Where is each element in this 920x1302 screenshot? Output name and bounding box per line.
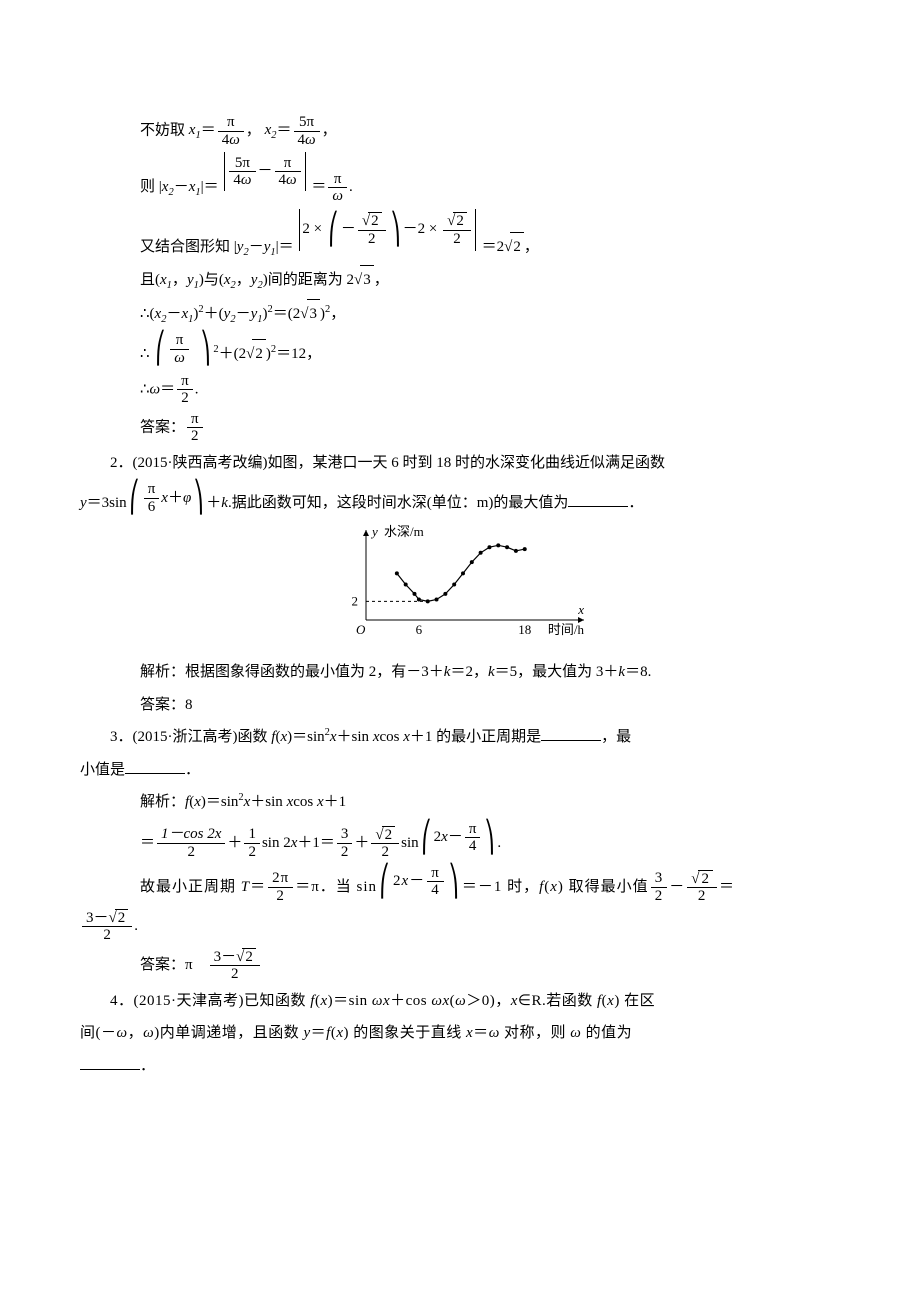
question-4-line2: 间(－ω，ω)内单调递增，且函数 y＝f(x) 的图象关于直线 x＝ω 对称，则… (80, 1019, 840, 1048)
svg-text:2: 2 (352, 593, 359, 608)
question-3: 3．(2015·浙江高考)函数 f(x)＝sin2x＋sin xcos x＋1 … (80, 723, 840, 752)
line-assume: 不妨取 x1＝π4ω， x2＝5π4ω， (80, 114, 840, 148)
blank (125, 758, 185, 774)
svg-text:O: O (356, 622, 366, 637)
line-distance: 且(x1，y1)与(x2，y2)间的距离为 23， (80, 265, 840, 295)
line-omega: ∴ω＝π2. (80, 373, 840, 407)
line-eq-12: ∴ πω 2＋(22)2＝12， (80, 332, 840, 369)
solution-3d: 3－22. (80, 909, 840, 944)
svg-text:y: y (370, 524, 378, 539)
line-diff-y: 又结合图形知 |y2－y1|＝ 2 × －22 －2 × 22 ＝22， (80, 209, 840, 262)
solution-3b: ＝1－cos 2x2＋12sin 2x＋1＝32＋22sin2x－π4. (80, 821, 840, 861)
line-sq-sum: ∴(x2－x1)2＋(y2－y1)2＝(23)2， (80, 299, 840, 329)
answer-3: 答案：π 3－22 (80, 948, 840, 983)
solution-2: 解析：根据图象得函数的最小值为 2，有－3＋k＝2，k＝5，最大值为 3＋k＝8… (80, 658, 840, 687)
answer-1: 答案：π2 (80, 411, 840, 445)
solution-3c: 故最小正周期 T＝2π2＝π．当 sin2x－π4＝－1 时，f(x) 取得最小… (80, 865, 840, 905)
svg-text:水深/m: 水深/m (384, 524, 424, 539)
blank (568, 491, 628, 507)
page: 不妨取 x1＝π4ω， x2＝5π4ω， 则 |x2－x1|＝ 5π4ω－π4ω… (0, 0, 920, 1164)
svg-text:时间/h: 时间/h (548, 622, 585, 637)
svg-text:18: 18 (518, 622, 531, 637)
question-4: 4．(2015·天津高考)已知函数 f(x)＝sin ωx＋cos ωx(ω＞0… (80, 987, 840, 1016)
blank (80, 1054, 140, 1070)
depth-chart: 2 6 18 Oy 水深/m x 时间/h (330, 524, 590, 655)
svg-text:x: x (577, 602, 584, 617)
svg-text:6: 6 (416, 622, 423, 637)
depth-chart-svg: 2 6 18 Oy 水深/m x 时间/h (330, 524, 590, 644)
solution-3a: 解析：f(x)＝sin2x＋sin xcos x＋1 (80, 788, 840, 817)
question-2: 2．(2015·陕西高考改编)如图，某港口一天 6 时到 18 时的水深变化曲线… (80, 449, 840, 478)
text: 不妨取 (140, 122, 189, 138)
line-diff-x: 则 |x2－x1|＝ 5π4ω－π4ω ＝πω. (80, 152, 840, 205)
blank (541, 725, 601, 741)
question-2-eq: y＝3sinπ6x＋φ＋k.据此函数可知，这段时间水深(单位：m)的最大值为． (80, 481, 840, 518)
question-3-cont: 小值是． (80, 756, 840, 785)
answer-2: 答案：8 (80, 691, 840, 720)
question-4-line3: ． (80, 1052, 840, 1081)
